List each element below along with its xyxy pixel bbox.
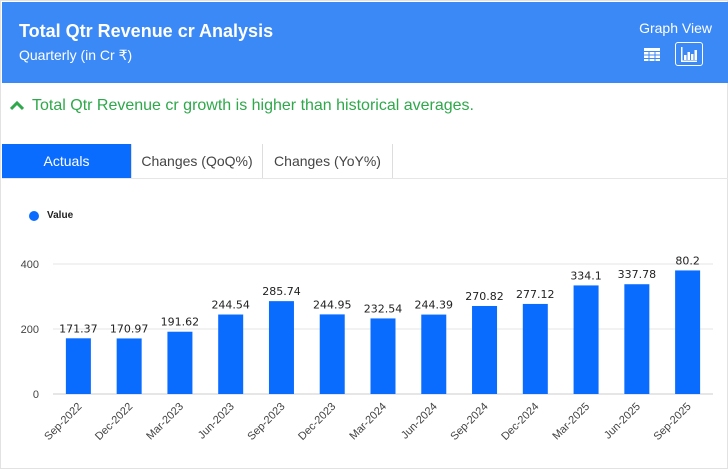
x-tick-label: Sep-2023 [245,401,287,443]
tab-changes-yoy[interactable]: Changes (YoY%) [263,144,393,178]
bar [472,305,498,394]
bar [370,318,396,394]
tab-changes-qoq[interactable]: Changes (QoQ%) [132,144,263,178]
x-tick-label: Sep-2022 [42,401,84,443]
bar [268,301,294,394]
x-tick-label: Dec-2023 [296,401,338,443]
bar [573,285,599,394]
data-label: 337.78 [618,268,657,281]
data-label: 285.74 [262,285,301,298]
data-label: 270.82 [465,290,504,303]
data-label: 277.12 [516,288,555,301]
data-label: 171.37 [59,322,98,335]
data-label: 170.97 [110,322,149,335]
data-label: 244.95 [313,298,352,311]
legend-swatch [29,210,39,221]
data-label: 244.39 [415,299,454,312]
tab-actuals[interactable]: Actuals [2,144,132,178]
bar [319,314,345,394]
data-label: 80.2 [675,254,700,267]
bar [167,331,193,394]
y-tick-label: 400 [21,259,39,271]
bar [675,270,701,394]
x-tick-label: Sep-2025 [652,401,694,443]
data-label: 232.54 [364,302,403,315]
x-tick-label: Jun-2023 [196,401,237,442]
bar-chart-icon[interactable] [675,42,703,66]
page-title: Total Qtr Revenue cr Analysis [19,21,274,41]
divider [2,178,728,179]
x-tick-label: Dec-2022 [93,401,135,443]
data-label: 334.1 [570,269,602,282]
bar [116,338,142,394]
chart-legend[interactable]: Value [29,210,73,221]
graph-view-label: Graph View [639,20,712,36]
x-tick-label: Dec-2024 [499,401,541,443]
x-tick-label: Mar-2023 [144,401,186,443]
page-subtitle: Quarterly (in Cr ₹) [19,47,133,63]
data-label: 244.54 [211,299,250,312]
table-icon[interactable] [638,42,666,66]
bar [218,314,244,394]
growth-message-text: Total Qtr Revenue cr growth is higher th… [32,97,474,114]
x-tick-label: Mar-2024 [347,401,389,443]
header: Total Qtr Revenue cr Analysis Quarterly … [2,2,728,83]
tab-bar: Actuals Changes (QoQ%) Changes (YoY%) [2,144,393,179]
data-label: 191.62 [161,316,200,329]
bar [421,314,447,394]
bar [65,338,91,394]
y-tick-label: 0 [33,389,39,401]
bar [522,303,548,394]
chevron-up-icon [10,101,24,111]
x-tick-label: Mar-2025 [550,401,592,443]
x-tick-label: Jun-2024 [399,401,440,442]
legend-label: Value [47,210,74,221]
growth-message: Total Qtr Revenue cr growth is higher th… [10,97,474,115]
bar [624,284,650,394]
y-tick-label: 200 [21,324,39,336]
x-tick-label: Sep-2024 [448,401,490,443]
x-tick-label: Jun-2025 [602,401,643,442]
